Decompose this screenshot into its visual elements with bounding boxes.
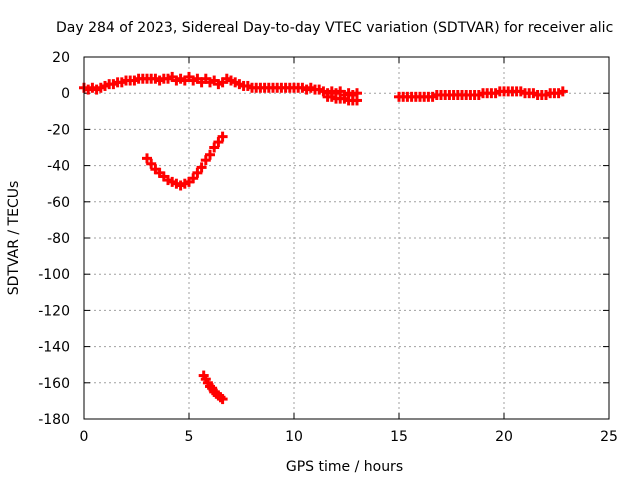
data-point [200, 155, 211, 166]
axis-ticks: 0 5 10 15 20 25 20 0 -20 -40 -60 -80 -100 -120 -140 -16… [38, 50, 618, 445]
data-point [217, 394, 228, 405]
x-axis-title: GPS time / hours [286, 459, 403, 475]
y-axis-title: SDTVAR / TECUs [6, 181, 22, 296]
x-tick-label: 15 [390, 429, 408, 445]
data-point [188, 173, 199, 184]
data-point [196, 162, 207, 173]
x-tick-label: 25 [600, 429, 618, 445]
grid [84, 57, 609, 419]
plot-frame [83, 56, 610, 420]
data-point [209, 142, 220, 153]
data-point [213, 137, 224, 148]
x-tick-label: 10 [285, 429, 303, 445]
y-tick-label: -80 [47, 231, 70, 247]
x-tick-label: 0 [80, 429, 89, 445]
y-tick-label: -100 [38, 267, 70, 283]
data-points [79, 71, 568, 405]
y-tick-label: -60 [47, 195, 70, 211]
data-point [352, 95, 362, 106]
data-point [146, 158, 157, 169]
y-tick-label: -120 [38, 303, 70, 319]
data-point [557, 86, 568, 97]
data-point [217, 131, 228, 142]
y-tick-label: 0 [61, 86, 70, 102]
y-tick-label: -160 [38, 376, 70, 392]
y-tick-label: -140 [38, 340, 70, 356]
y-tick-label: 20 [52, 50, 70, 66]
data-point [192, 167, 203, 178]
x-tick-label: 5 [185, 429, 194, 445]
y-tick-label: -180 [38, 412, 70, 428]
y-tick-label: -20 [47, 122, 70, 138]
chart-title: Day 284 of 2023, Sidereal Day-to-day VTE… [56, 20, 613, 36]
y-tick-label: -40 [47, 159, 70, 175]
x-tick-label: 20 [495, 429, 513, 445]
data-point [142, 153, 152, 164]
data-point [205, 149, 215, 160]
